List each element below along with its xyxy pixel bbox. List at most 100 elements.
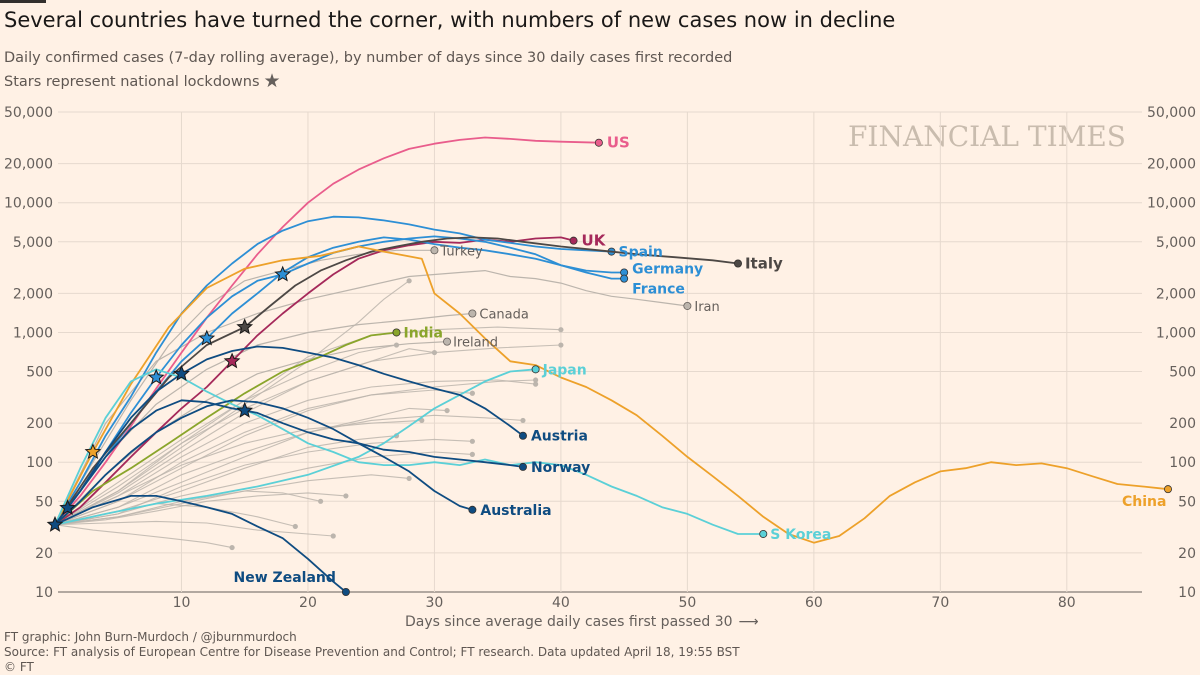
- series-line-austria: [54, 345, 524, 526]
- series-line-australia: [54, 399, 473, 526]
- x-axis-label-text: Days since average daily cases first pas…: [405, 614, 733, 630]
- series-label-china: China: [1122, 494, 1166, 510]
- series-endpoint-italy: [733, 259, 742, 268]
- grey-series-line: [54, 326, 561, 526]
- grey-series-endpoint: [343, 493, 349, 499]
- grey-series-line: [54, 524, 233, 549]
- grey-series-line: [54, 520, 334, 537]
- star-icon: ★: [263, 70, 281, 92]
- series-label-australia: Australia: [480, 503, 551, 519]
- footer-source: Source: FT analysis of European Centre f…: [4, 645, 740, 659]
- series-label-us: US: [607, 134, 630, 152]
- series-label-norway: Norway: [531, 460, 590, 476]
- grey-series-endpoint: [229, 544, 235, 551]
- footer-credit: FT graphic: John Burn-Murdoch / @jburnmu…: [4, 630, 297, 644]
- lockdown-star-italy: [236, 318, 254, 335]
- grey-series-endpoint: [292, 523, 298, 530]
- series-label-spain: Spain: [619, 245, 663, 261]
- series-endpoint-new-zealand: [341, 588, 350, 597]
- series-endpoint-s-korea: [759, 529, 768, 538]
- series-endpoint-canada: [468, 309, 477, 318]
- lockdown-star-austria: [173, 365, 190, 381]
- chart-grid: [58, 111, 1142, 593]
- grey-series-endpoint: [533, 377, 539, 383]
- series-endpoint-turkey: [430, 246, 439, 255]
- grey-series-endpoint: [469, 438, 475, 444]
- y-tick-label-right: 10: [1178, 585, 1196, 601]
- grey-series-endpoint: [469, 390, 475, 396]
- series-endpoint-norway: [518, 462, 527, 471]
- y-tick-label-left: 20,000: [4, 157, 53, 173]
- y-tick-label-right: 1,000: [1156, 325, 1196, 341]
- x-tick-label: 60: [805, 595, 823, 611]
- x-tick-label: 20: [299, 595, 317, 611]
- chart-title: Several countries have turned the corner…: [4, 8, 896, 32]
- lockdown-star-norway: [236, 401, 254, 418]
- y-tick-label-left: 500: [26, 365, 53, 381]
- series-endpoint-japan: [531, 365, 540, 374]
- grey-series-line: [54, 451, 473, 526]
- header-accent-bar: [0, 0, 46, 3]
- lockdown-star-norway: [59, 499, 77, 515]
- grey-series-line: [54, 348, 435, 526]
- x-tick-label: 30: [426, 595, 444, 611]
- x-tick-label: 40: [552, 595, 570, 611]
- series-label-india: India: [403, 325, 442, 341]
- highlight-series: [54, 136, 1173, 597]
- lockdown-star-china: [84, 443, 102, 460]
- x-axis: 10 20 30 40 50 60 70 80: [173, 595, 1076, 611]
- lockdown-star-uk: [223, 352, 241, 369]
- x-axis-arrow-icon: ⟶: [739, 614, 759, 630]
- series-line-italy: [54, 236, 739, 526]
- series-label-austria: Austria: [531, 429, 588, 445]
- series-line-china: [54, 245, 1169, 544]
- grey-series-endpoint: [330, 533, 336, 539]
- series-label-france: France: [632, 282, 685, 298]
- y-tick-label-left: 50,000: [4, 105, 53, 121]
- series-label-iran: Iran: [694, 300, 719, 315]
- subtitle-stars-text: Stars represent national lockdowns: [4, 74, 260, 90]
- x-tick-label: 10: [173, 595, 191, 611]
- grey-series-line: [54, 379, 536, 526]
- y-tick-label-left: 50: [35, 494, 53, 510]
- footer: FT graphic: John Burn-Murdoch / @jburnmu…: [4, 630, 740, 675]
- y-tick-label-right: 2,000: [1156, 286, 1196, 302]
- y-tick-label-left: 10,000: [4, 196, 53, 212]
- grey-series-line: [54, 490, 321, 526]
- grey-series-line: [54, 344, 561, 526]
- lockdown-star-new-zealand: [46, 515, 64, 532]
- series-endpoint-france: [620, 274, 629, 283]
- series-endpoint-australia: [468, 505, 477, 514]
- x-axis-label: Days since average daily cases first pas…: [405, 614, 759, 630]
- footer-copyright: © FT: [4, 660, 34, 674]
- series-line-s-korea: [54, 368, 764, 535]
- series-endpoint-ireland: [443, 337, 452, 346]
- grey-series-endpoint: [406, 475, 412, 482]
- series-line-spain: [54, 215, 612, 526]
- lockdown-stars: [46, 265, 292, 532]
- y-tick-label-right: 50: [1178, 494, 1196, 510]
- grey-series-line: [54, 492, 346, 526]
- series-line-india: [54, 331, 397, 526]
- grey-series-endpoint: [558, 342, 564, 348]
- series-endpoint-uk: [569, 236, 578, 245]
- grey-series-endpoint: [558, 327, 564, 333]
- series-label-new-zealand: New Zealand: [234, 570, 336, 586]
- y-tick-label-right: 5,000: [1156, 235, 1196, 251]
- grey-series-endpoint: [406, 278, 412, 284]
- series-label-italy: Italy: [745, 255, 783, 273]
- x-tick-label: 50: [678, 595, 696, 611]
- series-line-norway: [54, 399, 524, 526]
- series-label-japan: Japan: [542, 362, 587, 378]
- y-tick-label-left: 20: [35, 546, 53, 562]
- series-label-turkey: Turkey: [439, 244, 483, 259]
- series-endpoint-iran: [683, 301, 692, 310]
- grey-series-line: [54, 407, 448, 526]
- y-tick-label-left: 1,000: [13, 325, 53, 341]
- y-tick-label-right: 100: [1169, 455, 1196, 471]
- grey-series-endpoint: [533, 381, 539, 387]
- lockdown-star-germany: [198, 329, 216, 346]
- y-tick-label-right: 20: [1178, 546, 1196, 562]
- grey-series-line: [54, 379, 536, 526]
